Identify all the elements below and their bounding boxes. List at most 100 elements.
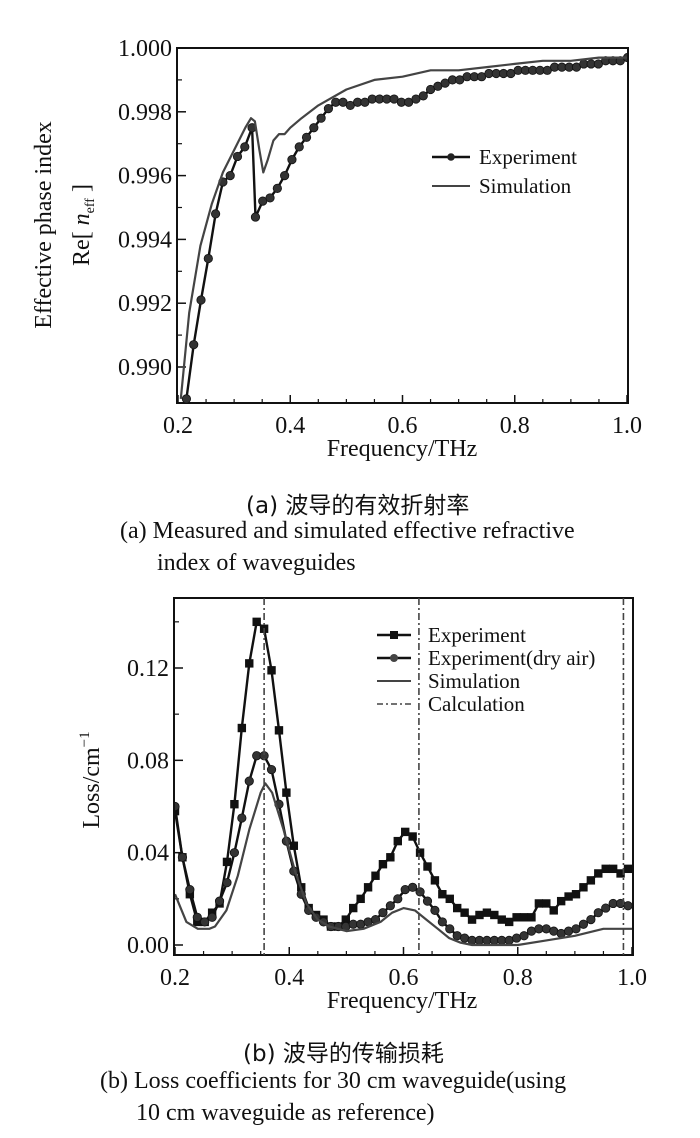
- chart-a-xtick-label: 0.6: [388, 413, 418, 439]
- chart-b-series-experiment-point: [222, 857, 232, 867]
- chart-b-series-experiment-point: [579, 883, 588, 892]
- chart-b-series-experiment-point: [430, 876, 440, 885]
- chart-b-series-experiment-point: [230, 799, 239, 809]
- chart-b-series-experiment-point: [556, 896, 566, 906]
- chart-a-series-experiment-point: [203, 253, 213, 264]
- chart-b-xlabel: Frequency/THz: [327, 988, 478, 1014]
- chart-a-ytick-label: 0.992: [118, 291, 172, 317]
- chart-b-series-experiment-dry-air-point: [571, 924, 581, 934]
- chart-b-series-experiment-dry-air-point: [222, 878, 232, 888]
- chart-a-xtick-label: 0.2: [163, 413, 193, 439]
- legend-a-experiment-marker: [447, 153, 455, 161]
- chart-b-series-experiment-point: [467, 915, 477, 924]
- chart-b-series-experiment-dry-air-point: [586, 915, 596, 925]
- legend-b-experiment-label: Experiment: [428, 623, 526, 647]
- chart-b-series-experiment-point: [527, 913, 536, 922]
- chart-b-legend: Experiment Experiment(dry air) Simulatio…: [377, 623, 595, 716]
- chart-b-series-experiment-point: [608, 864, 618, 874]
- chart-b-ytick-label: 0.00: [127, 933, 169, 959]
- chart-b-series-experiment-dry-air-point: [422, 896, 433, 906]
- chart-b-series-experiment-point: [267, 666, 276, 675]
- chart-a-series-experiment-point: [316, 113, 326, 123]
- chart-b-xtick-label: 1.0: [617, 965, 647, 991]
- caption-b-chinese: (b) 波导的传输损耗: [243, 1041, 444, 1067]
- chart-b-xtick-label: 0.2: [160, 965, 190, 991]
- chart-b-series-experiment-point: [289, 841, 299, 850]
- chart-b-series-experiment-dry-air-point: [393, 894, 403, 904]
- chart-b-xtick-label: 0.4: [274, 965, 304, 991]
- chart-b-series-experiment-point: [185, 890, 195, 899]
- legend-b-experiment-marker: [390, 631, 398, 639]
- chart-b-series-experiment-point: [564, 892, 573, 901]
- chart-a-series-experiment-point: [301, 132, 312, 142]
- chart-b-series-experiment-point: [445, 894, 454, 904]
- chart-a-series-experiment-point: [250, 212, 261, 222]
- chart-b-series-experiment-dry-air-point: [244, 776, 254, 786]
- chart-b-series-experiment-point: [482, 908, 492, 917]
- chart-a-series-experiment-point: [181, 394, 192, 403]
- chart-b-series-experiment-dry-air-point: [415, 887, 425, 897]
- chart-b-series: [175, 598, 632, 955]
- chart-a-ytick-label: 0.996: [118, 164, 172, 190]
- chart-a-xtick-label: 1.0: [612, 413, 642, 439]
- chart-a-ytick-label: 0.994: [118, 227, 172, 253]
- caption-b-english-line2: 10 cm waveguide as reference): [136, 1100, 435, 1126]
- chart-b-series-experiment-point: [401, 827, 410, 837]
- chart-a-ylabel-line1: Effective phase index: [31, 121, 57, 328]
- chart-a-series-experiment-point: [280, 171, 290, 181]
- chart-b-series-experiment-point: [504, 917, 514, 927]
- chart-b-series-experiment-dry-air-point: [623, 901, 632, 911]
- chart-a-series-experiment-point: [323, 104, 334, 114]
- legend-a-experiment-label: Experiment: [479, 145, 577, 169]
- chart-b-series-experiment-point: [534, 899, 544, 908]
- chart-b-series-experiment-point: [512, 913, 521, 922]
- chart-b-series-experiment-dry-air-point: [408, 882, 418, 892]
- chart-b-series-experiment-dry-air-point: [185, 884, 195, 895]
- chart-b-series-experiment-dry-air-point: [229, 848, 240, 858]
- chart-b-series-experiment-point: [408, 832, 417, 841]
- chart-b-series-experiment-point: [386, 853, 395, 862]
- chart-b-series-experiment-point: [497, 915, 506, 924]
- legend-b-simulation-label: Simulation: [428, 669, 521, 693]
- chart-a-series-experiment-point: [225, 171, 235, 181]
- chart-a-ticks: 0.2 0.4 0.6 0.8 1.0 0.990 0.992 0.994 0.996 0.998…: [118, 36, 642, 439]
- chart-a-series-experiment-point: [211, 209, 221, 219]
- chart-b-series-experiment-point: [274, 726, 284, 735]
- chart-b-series-experiment-point: [452, 903, 462, 913]
- chart-b-series-experiment-point: [415, 848, 425, 857]
- chart-b-series-experiment-point: [623, 864, 632, 874]
- chart-a-series-experiment-point: [309, 123, 319, 133]
- chart-b-series-experiment-point: [237, 723, 247, 733]
- chart-a-ylabel-line2: Re[ neff ]: [69, 184, 98, 266]
- chart-b-series-experiment-point: [252, 617, 261, 627]
- chart-a-series-experiment-line: [185, 56, 627, 400]
- chart-b-series-experiment-point: [601, 864, 610, 874]
- chart-b-series-simulation-line: [175, 782, 632, 947]
- svg-text:Loss/cm−1: Loss/cm−1: [77, 731, 105, 828]
- chart-b-series-experiment-dry-air-point: [593, 908, 603, 918]
- legend-b-calculation-label: Calculation: [428, 692, 525, 716]
- chart-a-xtick-label: 0.8: [500, 413, 530, 439]
- chart-a-series-experiment-point: [196, 295, 206, 305]
- chart-b-xtick-label: 0.6: [389, 965, 419, 991]
- chart-a: 0.2 0.4 0.6 0.8 1.0 0.990 0.992 0.994 0.996 0.998…: [31, 36, 642, 462]
- chart-b-series-experiment-dry-air-point: [207, 912, 217, 922]
- chart-b-series-experiment-point: [341, 915, 351, 924]
- chart-b-series-experiment-point: [193, 917, 202, 927]
- chart-b: 0.2 0.4 0.6 0.8 1.0 0.00 0.04 0.08 0.12 Frequenc…: [77, 597, 647, 1014]
- chart-b-series-experiment-dry-air-point: [578, 919, 589, 929]
- chart-b-series-experiment-point: [542, 899, 551, 908]
- chart-b-series-experiment-point: [490, 910, 499, 920]
- chart-a-ytick-label: 0.990: [118, 355, 172, 381]
- chart-b-series-experiment-point: [460, 908, 469, 917]
- chart-b-series-experiment-point: [349, 903, 358, 913]
- caption-b-english-line1: (b) Loss coefficients for 30 cm waveguid…: [100, 1068, 567, 1094]
- chart-a-xtick-label: 0.4: [275, 413, 305, 439]
- chart-b-series-experiment-point: [393, 836, 402, 846]
- chart-b-series-experiment-dry-air-point: [177, 852, 188, 862]
- chart-b-series-experiment-point: [245, 659, 254, 668]
- chart-b-ytick-label: 0.08: [127, 748, 169, 774]
- chart-b-series-experiment-point: [594, 869, 603, 878]
- svg-text:Re[ neff ]: Re[ neff ]: [69, 184, 98, 266]
